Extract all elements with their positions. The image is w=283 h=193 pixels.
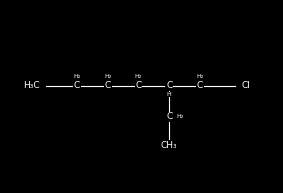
Text: H₂: H₂	[177, 114, 184, 119]
Text: H: H	[167, 92, 171, 97]
Text: C: C	[74, 81, 80, 90]
Text: CH₃: CH₃	[161, 141, 177, 150]
Text: C: C	[135, 81, 142, 90]
Text: Cl: Cl	[242, 81, 250, 90]
Text: C: C	[105, 81, 111, 90]
Text: H₂: H₂	[73, 74, 81, 79]
Text: C: C	[166, 81, 172, 90]
Text: H₃C: H₃C	[23, 81, 40, 90]
Text: H₂: H₂	[104, 74, 112, 79]
Text: C: C	[197, 81, 203, 90]
Text: C: C	[166, 112, 172, 121]
Text: H₂: H₂	[196, 74, 203, 79]
Text: H₂: H₂	[135, 74, 142, 79]
